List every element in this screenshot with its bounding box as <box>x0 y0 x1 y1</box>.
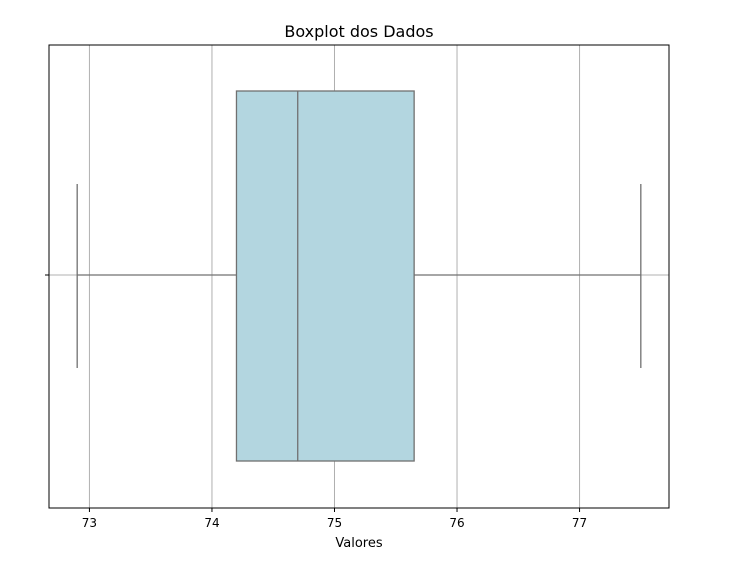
x-tick-label: 76 <box>449 516 464 530</box>
x-tick-label: 73 <box>82 516 97 530</box>
boxplot-series <box>76 90 642 462</box>
x-axis-label: Valores <box>335 536 382 551</box>
x-tick-label: 77 <box>572 516 587 530</box>
iqr-box <box>235 90 415 462</box>
x-axis-ticks: 73 74 75 76 77 <box>45 274 587 530</box>
x-tick-label: 74 <box>204 516 219 530</box>
plot-frame <box>48 44 670 509</box>
chart-title: Boxplot dos Dados <box>284 22 433 41</box>
x-tick-label: 75 <box>327 516 342 530</box>
